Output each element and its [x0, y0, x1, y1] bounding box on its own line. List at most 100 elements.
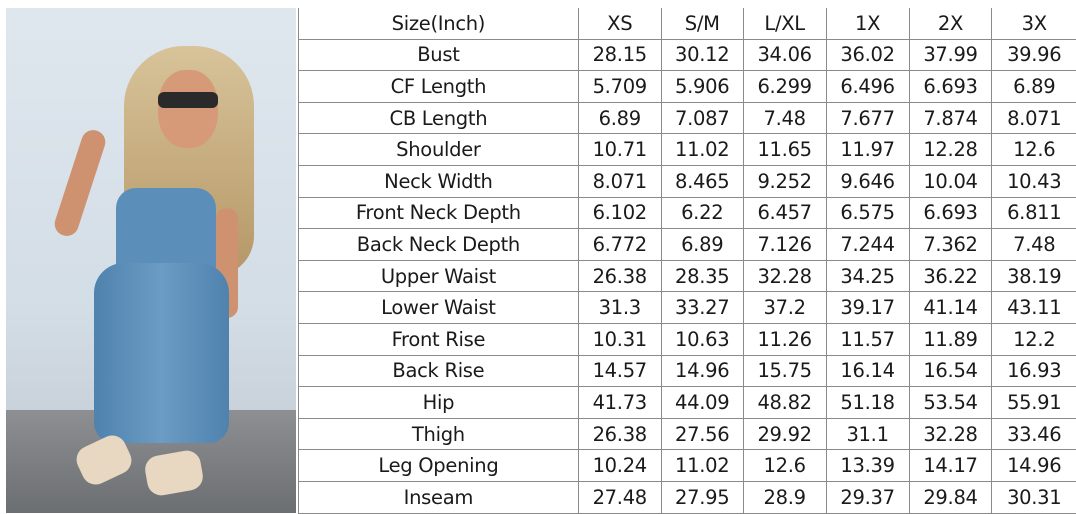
measurement-value: 6.457	[743, 197, 826, 229]
measurement-value: 26.38	[578, 418, 661, 450]
measurement-value: 27.56	[661, 418, 743, 450]
jumpsuit-pants	[94, 263, 229, 443]
measurement-value: 28.15	[578, 39, 661, 71]
measurement-value: 29.92	[743, 418, 826, 450]
size-header-cell: XS	[578, 8, 661, 39]
measurement-value: 5.709	[578, 71, 661, 103]
measurement-value: 6.811	[992, 197, 1076, 229]
measurement-value: 41.14	[909, 292, 992, 324]
measurement-value: 6.89	[578, 102, 661, 134]
measurement-label: Shoulder	[299, 134, 579, 166]
measurement-value: 32.28	[909, 418, 992, 450]
measurement-value: 48.82	[743, 387, 826, 419]
measurement-value: 6.496	[826, 71, 909, 103]
size-header-cell: S/M	[661, 8, 743, 39]
measurement-label: Upper Waist	[299, 260, 579, 292]
measurement-label: Lower Waist	[299, 292, 579, 324]
measurement-value: 16.14	[826, 355, 909, 387]
left-arm	[52, 127, 109, 239]
measurement-value: 55.91	[992, 387, 1076, 419]
measurement-value: 53.54	[909, 387, 992, 419]
measurement-value: 14.57	[578, 355, 661, 387]
measurement-value: 5.906	[661, 71, 743, 103]
measurement-value: 39.17	[826, 292, 909, 324]
measurement-value: 43.11	[992, 292, 1076, 324]
measurement-label: CB Length	[299, 102, 579, 134]
measurement-value: 7.087	[661, 102, 743, 134]
measurement-value: 8.465	[661, 165, 743, 197]
measurement-value: 11.89	[909, 323, 992, 355]
measurement-value: 6.89	[992, 71, 1076, 103]
measurement-value: 6.693	[909, 197, 992, 229]
measurement-value: 6.299	[743, 71, 826, 103]
size-header-cell: 1X	[826, 8, 909, 39]
measurement-value: 15.75	[743, 355, 826, 387]
measurement-value: 44.09	[661, 387, 743, 419]
measurement-value: 8.071	[578, 165, 661, 197]
header-cell-label: Size(Inch)	[299, 8, 579, 39]
measurement-value: 27.95	[661, 481, 743, 513]
measurement-value: 10.63	[661, 323, 743, 355]
measurement-value: 30.12	[661, 39, 743, 71]
measurement-value: 11.97	[826, 134, 909, 166]
measurement-value: 6.772	[578, 229, 661, 261]
measurement-value: 41.73	[578, 387, 661, 419]
measurement-value: 12.2	[992, 323, 1076, 355]
measurement-value: 14.17	[909, 450, 992, 482]
measurement-value: 31.1	[826, 418, 909, 450]
measurement-value: 7.126	[743, 229, 826, 261]
measurement-value: 38.19	[992, 260, 1076, 292]
measurement-label: Back Neck Depth	[299, 229, 579, 261]
measurement-value: 39.96	[992, 39, 1076, 71]
measurement-value: 37.99	[909, 39, 992, 71]
measurement-value: 14.96	[661, 355, 743, 387]
measurement-value: 12.6	[743, 450, 826, 482]
measurement-value: 10.43	[992, 165, 1076, 197]
measurement-label: Inseam	[299, 481, 579, 513]
measurement-value: 12.28	[909, 134, 992, 166]
measurement-label: Back Rise	[299, 355, 579, 387]
measurement-value: 36.22	[909, 260, 992, 292]
measurement-label: Thigh	[299, 418, 579, 450]
measurement-value: 37.2	[743, 292, 826, 324]
measurement-label: Front Neck Depth	[299, 197, 579, 229]
measurement-value: 10.31	[578, 323, 661, 355]
measurement-value: 13.39	[826, 450, 909, 482]
measurement-value: 10.24	[578, 450, 661, 482]
measurement-label: Neck Width	[299, 165, 579, 197]
size-header-cell: L/XL	[743, 8, 826, 39]
measurement-value: 8.071	[992, 102, 1076, 134]
measurement-value: 30.31	[992, 481, 1076, 513]
measurement-value: 11.65	[743, 134, 826, 166]
measurement-value: 11.02	[661, 134, 743, 166]
measurement-value: 14.96	[992, 450, 1076, 482]
measurement-value: 6.102	[578, 197, 661, 229]
measurement-value: 9.252	[743, 165, 826, 197]
measurement-value: 16.54	[909, 355, 992, 387]
measurement-value: 27.48	[578, 481, 661, 513]
measurement-label: Bust	[299, 39, 579, 71]
measurement-value: 7.244	[826, 229, 909, 261]
measurement-label: Hip	[299, 387, 579, 419]
measurement-value: 32.28	[743, 260, 826, 292]
measurement-value: 6.89	[661, 229, 743, 261]
measurement-value: 33.46	[992, 418, 1076, 450]
measurement-value: 9.646	[826, 165, 909, 197]
measurement-value: 29.37	[826, 481, 909, 513]
measurement-value: 31.3	[578, 292, 661, 324]
measurement-value: 7.48	[992, 229, 1076, 261]
measurement-value: 7.677	[826, 102, 909, 134]
measurement-value: 28.35	[661, 260, 743, 292]
